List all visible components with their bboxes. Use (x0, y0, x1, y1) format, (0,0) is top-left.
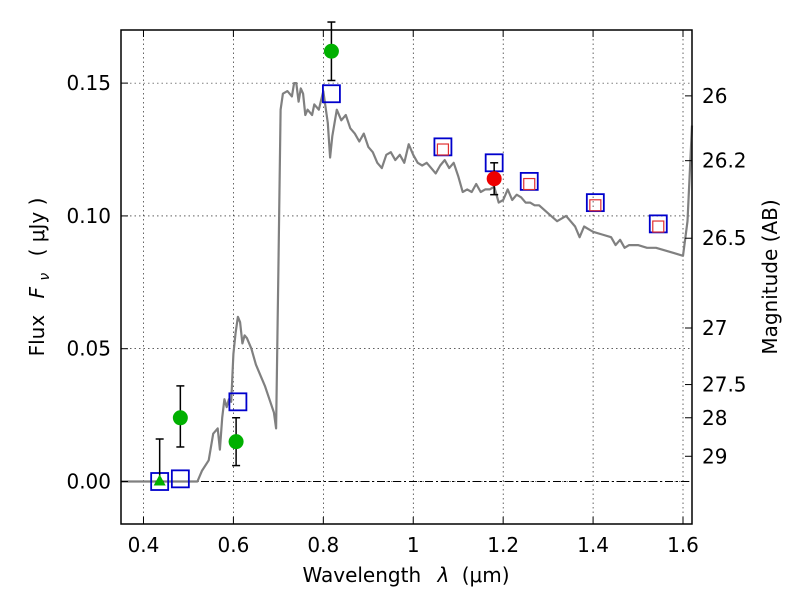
x-axis-label: Wavelength λ (μm) (302, 563, 509, 587)
y-tick-label: 0.10 (66, 204, 111, 228)
synthetic-square-point (523, 177, 536, 191)
model-square-point (170, 469, 190, 489)
y-tick-label: 0.15 (66, 71, 111, 95)
plot-frame (120, 29, 693, 525)
x-tick-label: 1.6 (667, 533, 699, 557)
right-tick-label: 27 (702, 316, 727, 340)
y-axis-label: Flux F ν ( μJy ) (25, 198, 54, 357)
upper-limit-triangle (153, 474, 166, 486)
y-tick-label: 0.00 (66, 470, 111, 494)
x-tick-label: 0.8 (307, 533, 339, 557)
synthetic-square-point (436, 143, 450, 156)
ticks (121, 30, 692, 524)
synthetic-square-point (589, 199, 602, 212)
detection-point (228, 434, 244, 450)
detection-point (323, 43, 339, 59)
right-tick-label: 26.5 (702, 226, 747, 250)
x-tick-label: 1.2 (487, 533, 519, 557)
right-tick-label: 26.2 (702, 149, 747, 173)
x-axis-label-unit: (μm) (462, 563, 510, 587)
x-tick-label: 0.6 (217, 533, 249, 557)
tick-labels: 0.4 0.6 0.8 1 1.2 1.4 1.6 0.00 0.05 0.10 0.15 26 26.… (66, 71, 746, 557)
y-axis-label-subscript: ν (37, 273, 53, 281)
model-square-point (322, 84, 341, 104)
y-axis-label-unit: ( μJy ) (25, 198, 49, 257)
y-tick-label: 0.05 (66, 337, 111, 361)
detection-point (486, 171, 502, 187)
right-tick-label: 29 (702, 444, 727, 468)
model-square-point (228, 392, 248, 412)
right-tick-label: 26 (702, 84, 727, 108)
right-tick-label: 28 (702, 406, 727, 430)
right-axis-label: Magnitude (AB) (758, 199, 782, 354)
x-tick-label: 1.4 (577, 533, 609, 557)
right-tick-label: 27.5 (702, 373, 747, 397)
spectrum-layer (121, 81, 694, 483)
x-tick-label: 1 (407, 533, 420, 557)
synthetic-square-point (652, 220, 665, 233)
y-axis-label-prefix: Flux (25, 315, 49, 357)
y-axis-label-symbol: F (25, 286, 49, 298)
detection-point (172, 410, 188, 426)
x-tick-label: 0.4 (128, 533, 160, 557)
spectrum-line (121, 81, 694, 483)
gridlines (121, 30, 692, 524)
x-axis-label-prefix: Wavelength (302, 563, 421, 587)
marker-layer (150, 21, 668, 491)
x-axis-label-symbol: λ (437, 563, 450, 587)
